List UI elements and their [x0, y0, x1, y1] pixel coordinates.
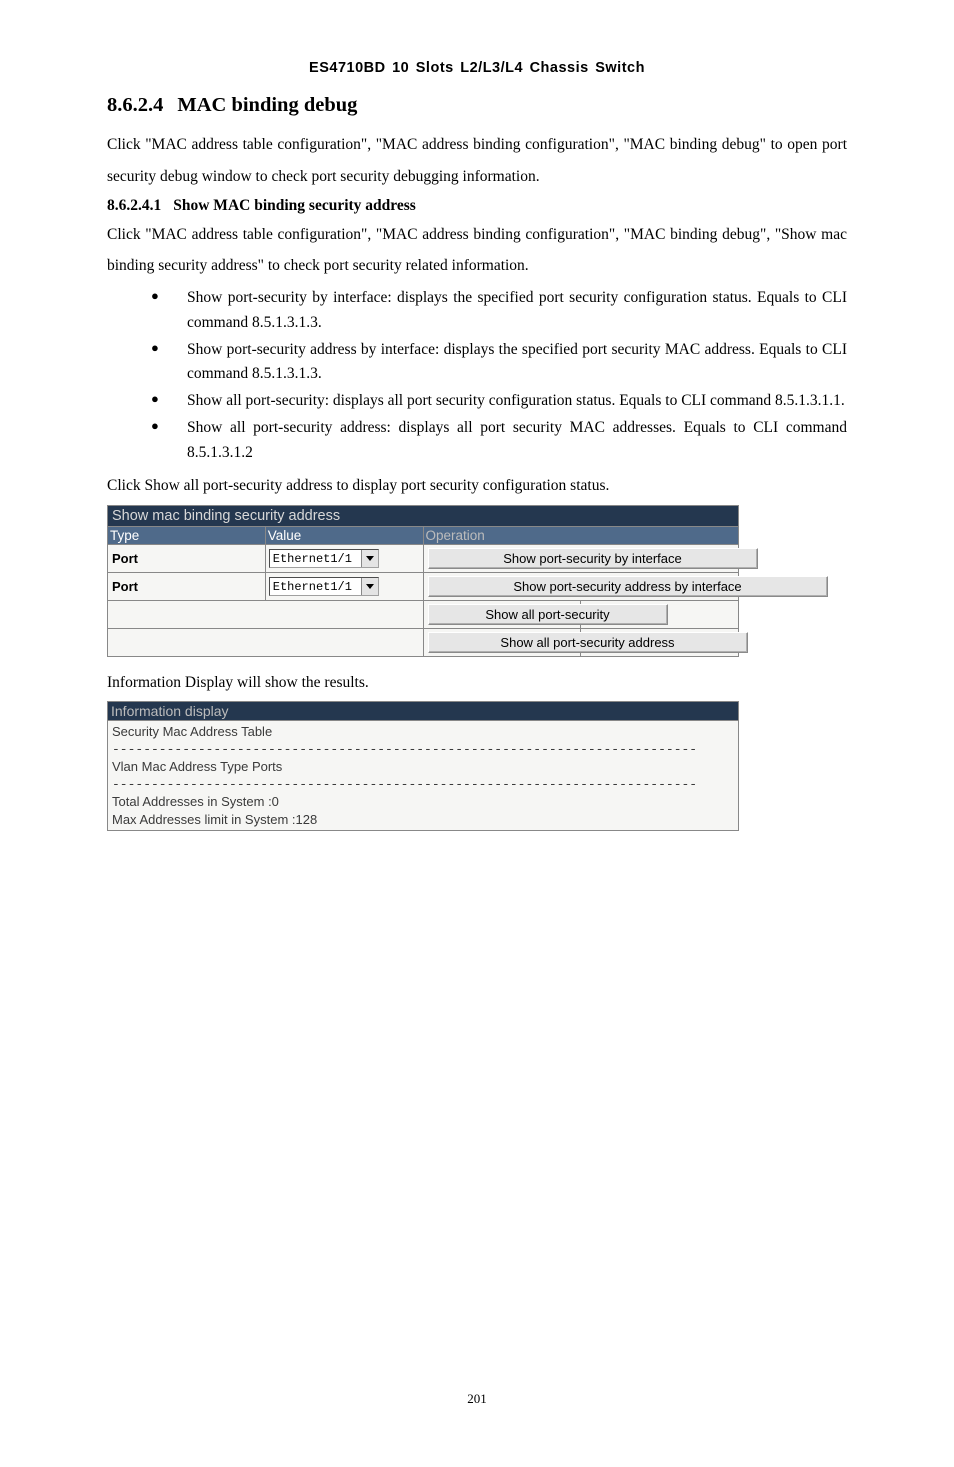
- list-item: Show port-security by interface: display…: [151, 286, 847, 336]
- table-row: Show all port-security address: [108, 629, 739, 657]
- list-item: Show all port-security: displays all por…: [151, 389, 847, 414]
- col-header-operation: Operation: [423, 527, 739, 545]
- section-heading: 8.6.2.4 MAC binding debug: [107, 94, 847, 117]
- list-item: Show port-security address by interface:…: [151, 338, 847, 388]
- subsection-number: 8.6.2.4.1: [107, 197, 161, 214]
- document-header: ES4710BD 10 Slots L2/L3/L4 Chassis Switc…: [107, 60, 847, 76]
- button-cell: Show all port-security address: [423, 629, 581, 657]
- row-label: Port: [108, 573, 266, 601]
- info-line: Total Addresses in System :0: [112, 793, 734, 811]
- mac-binding-table: Show mac binding security address Type V…: [107, 505, 739, 657]
- button-cell: Show port-security address by interface: [423, 573, 739, 601]
- port-select[interactable]: Ethernet1/1: [269, 577, 379, 596]
- table-row: Port Ethernet1/1 Show port-security addr…: [108, 573, 739, 601]
- button-cell: Show all port-security: [423, 601, 581, 629]
- bullet-list: Show port-security by interface: display…: [107, 286, 847, 466]
- empty-cell: [108, 601, 424, 629]
- col-header-value: Value: [265, 527, 423, 545]
- info-line-divider: ----------------------------------------…: [112, 741, 734, 759]
- subsection-heading: 8.6.2.4.1 Show MAC binding security addre…: [107, 197, 847, 215]
- intro-paragraph: Click "MAC address table configuration",…: [107, 129, 847, 193]
- table-row: Port Ethernet1/1 Show port-security by i…: [108, 545, 739, 573]
- row-value-cell: Ethernet1/1: [265, 573, 423, 601]
- list-item: Show all port-security address: displays…: [151, 416, 847, 466]
- show-port-security-by-interface-button[interactable]: Show port-security by interface: [428, 548, 758, 569]
- port-select-value: Ethernet1/1: [270, 552, 361, 566]
- section-title: MAC binding debug: [177, 94, 357, 116]
- row-value-cell: Ethernet1/1: [265, 545, 423, 573]
- show-all-port-security-address-button[interactable]: Show all port-security address: [428, 632, 748, 653]
- click-instruction: Click Show all port-security address to …: [107, 470, 847, 502]
- info-display-body: Security Mac Address Table -------------…: [108, 721, 739, 831]
- subsection-title: Show MAC binding security address: [173, 197, 416, 214]
- button-cell: Show port-security by interface: [423, 545, 739, 573]
- section-number: 8.6.2.4: [107, 94, 163, 116]
- page-number: 201: [107, 1391, 847, 1407]
- empty-cell: [108, 629, 424, 657]
- info-line: Vlan Mac Address Type Ports: [112, 758, 734, 776]
- table-row: Show all port-security: [108, 601, 739, 629]
- info-line: Security Mac Address Table: [112, 723, 734, 741]
- chevron-down-icon[interactable]: [361, 578, 378, 595]
- show-port-security-address-by-interface-button[interactable]: Show port-security address by interface: [428, 576, 828, 597]
- info-line: Max Addresses limit in System :128: [112, 811, 734, 829]
- table-title: Show mac binding security address: [108, 506, 739, 527]
- subsection-paragraph: Click "MAC address table configuration",…: [107, 219, 847, 283]
- port-select-value: Ethernet1/1: [270, 580, 361, 594]
- col-header-type: Type: [108, 527, 266, 545]
- info-display-caption: Information Display will show the result…: [107, 667, 847, 699]
- info-line-divider: ----------------------------------------…: [112, 776, 734, 794]
- show-all-port-security-button[interactable]: Show all port-security: [428, 604, 668, 625]
- row-label: Port: [108, 545, 266, 573]
- port-select[interactable]: Ethernet1/1: [269, 549, 379, 568]
- info-display-header: Information display: [108, 702, 739, 721]
- chevron-down-icon[interactable]: [361, 550, 378, 567]
- information-display-table: Information display Security Mac Address…: [107, 701, 739, 831]
